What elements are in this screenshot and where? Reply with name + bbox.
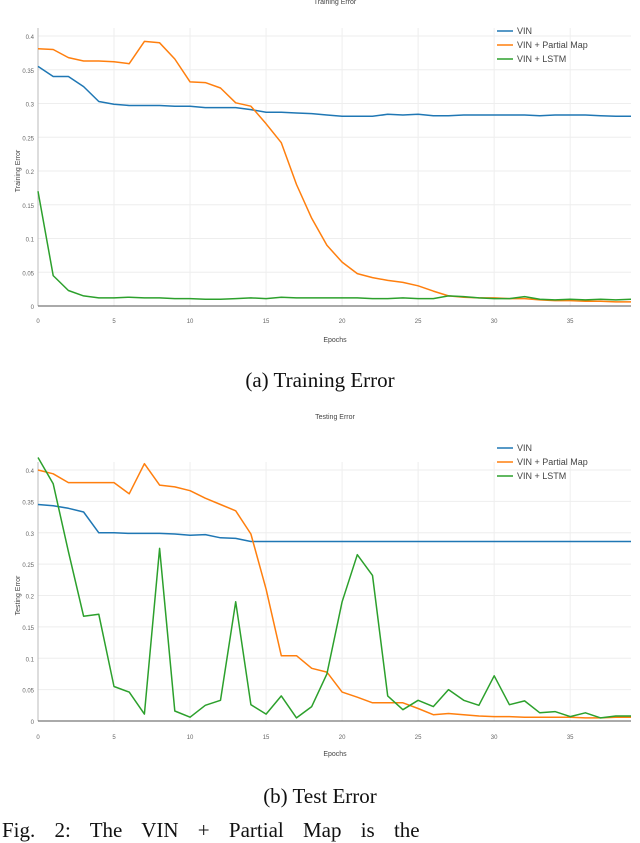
- y-tick-label: 0.2: [26, 595, 35, 601]
- y-tick-label: 0.15: [22, 204, 34, 210]
- y-tick-label: 0.1: [26, 657, 35, 663]
- figure-caption: Fig. 2: The VIN + Partial Map is the: [2, 818, 420, 842]
- x-tick-label: 25: [415, 735, 422, 741]
- caption-b: (b) Test Error: [263, 784, 377, 808]
- x-tick-label: 30: [491, 735, 498, 741]
- x-tick-label: 25: [415, 319, 422, 325]
- chart-title: Testing Error: [315, 414, 355, 421]
- y-tick-label: 0.3: [26, 103, 35, 109]
- x-tick-label: 15: [263, 735, 270, 741]
- y-tick-label: 0.35: [22, 69, 34, 75]
- y-tick-label: 0: [31, 720, 35, 726]
- y-tick-label: 0.25: [22, 563, 34, 569]
- y-tick-label: 0.05: [22, 271, 34, 277]
- y-tick-label: 0.05: [22, 689, 34, 695]
- chart-title: Training Error: [314, 0, 357, 6]
- y-tick-label: 0.4: [26, 35, 35, 41]
- x-tick-label: 10: [187, 735, 194, 741]
- chart-1: 0 0.05 0.1 0.15 0.2 0.25 0.3 0.35 0.4 0 5 10 15 20 25 3…: [15, 414, 631, 758]
- y-tick-label: 0.35: [22, 500, 34, 506]
- y-tick-label: 0: [31, 305, 35, 311]
- series-line-vin: [37, 65, 631, 118]
- series-line-vin-lstm: [37, 191, 632, 301]
- x-tick-label: 0: [36, 735, 40, 741]
- x-axis-label: Epochs: [323, 751, 347, 758]
- x-tick-label: 10: [187, 319, 194, 325]
- series-line-vin-partial-map: [37, 462, 631, 719]
- x-tick-label: 0: [36, 319, 40, 325]
- x-tick-label: 20: [339, 735, 346, 741]
- x-tick-label: 15: [263, 319, 270, 325]
- y-tick-label: 0.4: [26, 469, 35, 475]
- x-tick-label: 20: [339, 319, 346, 325]
- y-tick-label: 0.1: [26, 238, 35, 244]
- x-tick-label: 5: [112, 319, 116, 325]
- legend-entry: VIN + Partial Map: [517, 40, 588, 50]
- legend-entry: VIN + Partial Map: [517, 457, 588, 467]
- x-axis-label: Epochs: [323, 337, 347, 344]
- y-axis-label: Training Error: [15, 149, 22, 192]
- series-line-vin: [37, 503, 631, 543]
- legend-entry: VIN: [517, 26, 532, 36]
- y-axis-label: Testing Error: [15, 575, 22, 615]
- y-tick-label: 0.25: [22, 136, 34, 142]
- caption-a: (a) Training Error: [245, 368, 395, 392]
- x-tick-label: 30: [491, 319, 498, 325]
- y-tick-label: 0.15: [22, 626, 34, 632]
- series-line-vin-lstm: [37, 457, 631, 719]
- series-line-vin-partial-map: [37, 40, 631, 303]
- x-tick-label: 35: [567, 735, 574, 741]
- x-tick-label: 5: [112, 735, 116, 741]
- legend-entry: VIN + LSTM: [517, 54, 566, 64]
- y-tick-label: 0.2: [26, 170, 35, 176]
- x-tick-label: 35: [567, 319, 574, 325]
- chart-0: 0 0.05 0.1 0.15 0.2 0.25 0.3 0.35 0.4 0 5 10 15 20 25 3…: [15, 0, 632, 344]
- legend-entry: VIN + LSTM: [517, 471, 566, 481]
- y-tick-label: 0.3: [26, 532, 35, 538]
- legend-entry: VIN: [517, 443, 532, 453]
